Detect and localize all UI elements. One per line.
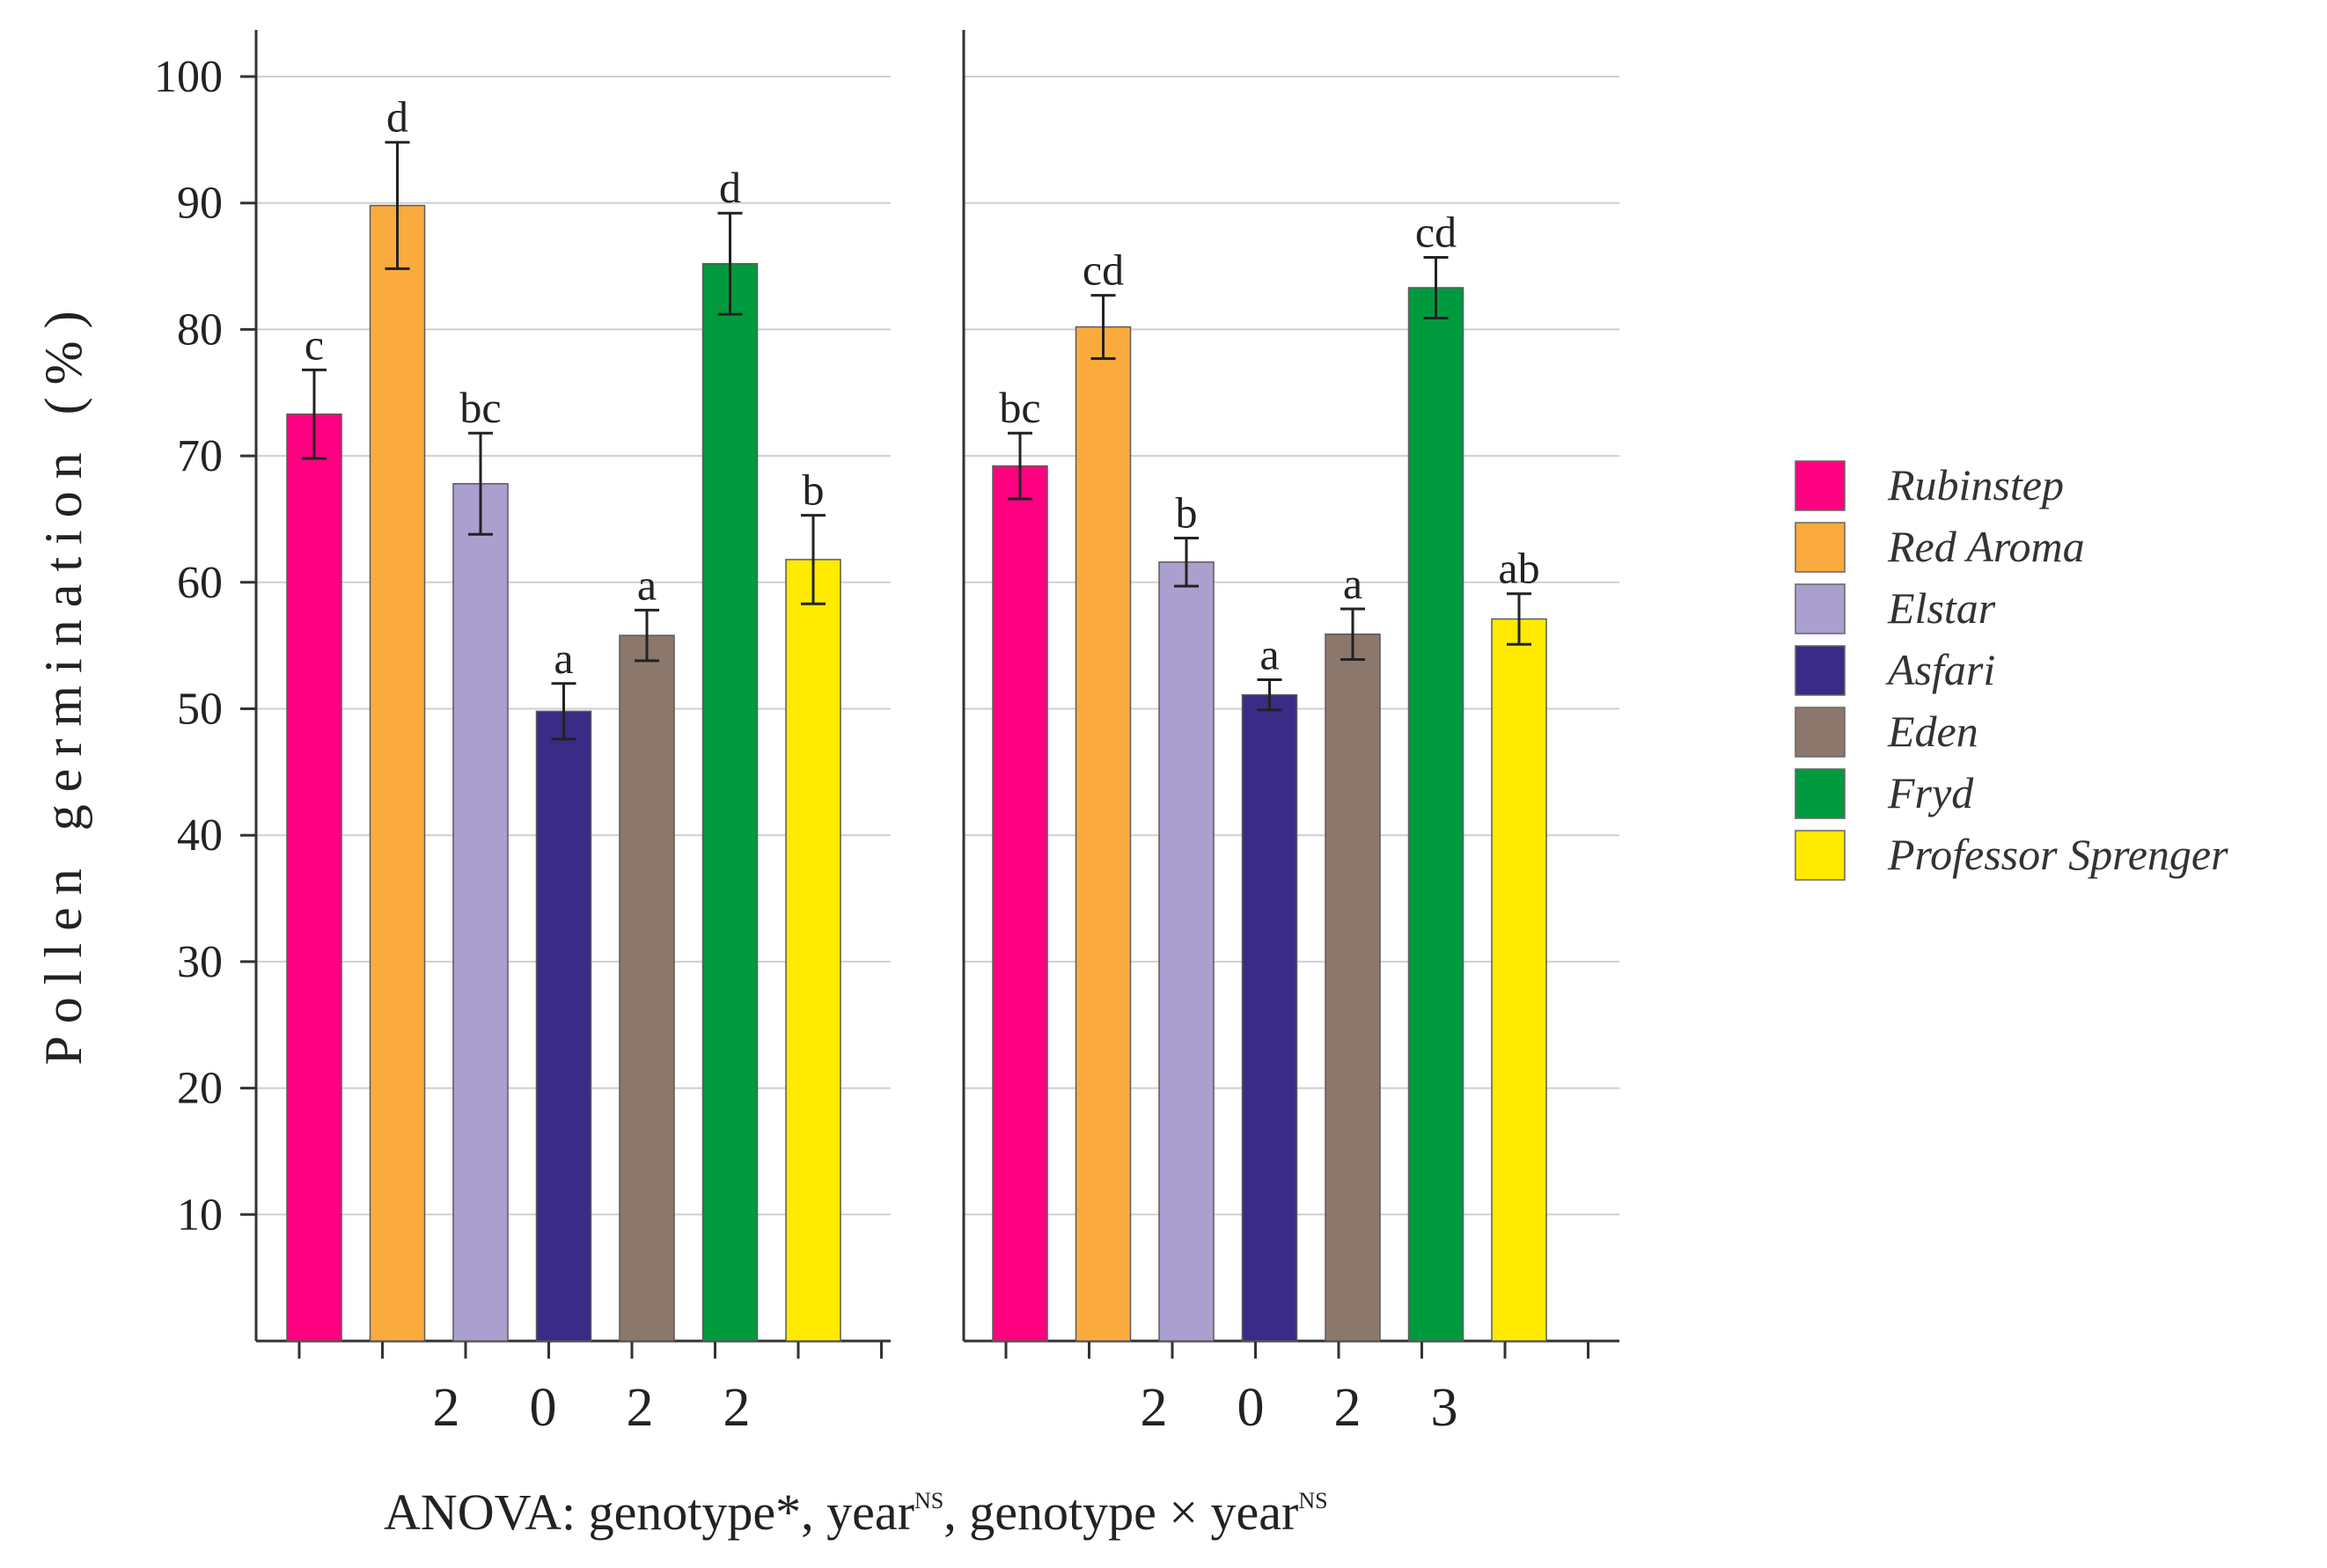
anova-note: ANOVA: genotype*, yearNS, genotype × yea… [384,1484,1328,1541]
significance-letter: a [1343,559,1362,608]
legend-label: Elstar [1887,583,1996,633]
bar [1075,326,1132,1342]
year-digit: 0 [1237,1378,1265,1438]
significance-letter: bc [459,383,501,432]
significance-letter: a [554,634,573,683]
year-digit: 2 [433,1378,460,1438]
significance-letter: b [803,465,825,515]
y-tick-label: 100 [154,52,223,102]
y-tick-label: 60 [177,558,223,608]
anova-sup-interaction: NS [1298,1488,1327,1513]
bar [992,465,1048,1342]
bar [1158,561,1215,1342]
y-tick-label: 50 [177,685,223,735]
anova-middle: , genotype × year [943,1484,1298,1541]
bar [535,710,592,1342]
significance-letter: c [305,319,324,369]
bar [1325,633,1381,1342]
year-digit: 2 [723,1378,751,1438]
bar [1407,287,1464,1342]
legend: Rubinstep Red Aroma Elstar Asfari Eden Fryd Pr… [1795,460,2228,881]
bar [369,204,426,1342]
y-tick-label: 70 [177,431,223,481]
year-digit: 0 [530,1378,557,1438]
year-digit: 2 [627,1378,654,1438]
significance-letter: a [637,560,657,609]
legend-label: Fryd [1887,768,1974,817]
legend-swatch [1795,460,1846,511]
legend-swatch [1795,768,1846,819]
bar [452,482,509,1342]
legend-swatch [1795,645,1846,696]
anova-sup-year: NS [914,1488,943,1513]
y-axis-title: Pollen germination (%) [34,298,92,1065]
bars [286,141,1547,1342]
significance-letter: cd [1083,245,1124,295]
legend-swatch [1795,522,1846,573]
bar [701,262,759,1342]
significance-letter: b [1176,488,1198,538]
bar [785,559,841,1342]
bar [1491,618,1547,1342]
legend-swatch [1795,830,1846,881]
y-tick-label: 10 [177,1190,223,1240]
bar [1241,693,1298,1342]
legend-label: Asfari [1885,645,1995,694]
legend-swatch [1795,583,1846,634]
y-tick-label: 40 [177,810,223,861]
significance-letter: cd [1415,207,1457,256]
y-tick-label: 90 [177,179,223,229]
significance-letter: a [1259,629,1279,678]
bar [619,634,675,1342]
bar [286,413,342,1342]
y-tick-label: 80 [177,304,223,355]
significance-letter: ab [1498,544,1539,593]
legend-label: Professor Sprenger [1887,830,2228,879]
y-tick-label: 30 [177,937,223,987]
year-digit: 2 [1334,1378,1362,1438]
anova-prefix: ANOVA: genotype*, year [384,1484,914,1541]
year-digit: 3 [1431,1378,1458,1438]
legend-label: Red Aroma [1887,522,2085,571]
year-digit: 2 [1141,1378,1168,1438]
legend-label: Rubinstep [1887,460,2064,509]
y-tick-label: 20 [177,1064,223,1114]
significance-letter: d [719,163,741,212]
legend-swatch [1795,707,1846,758]
significance-letter: bc [999,383,1040,432]
legend-label: Eden [1887,707,1978,756]
significance-letter: d [386,92,408,142]
